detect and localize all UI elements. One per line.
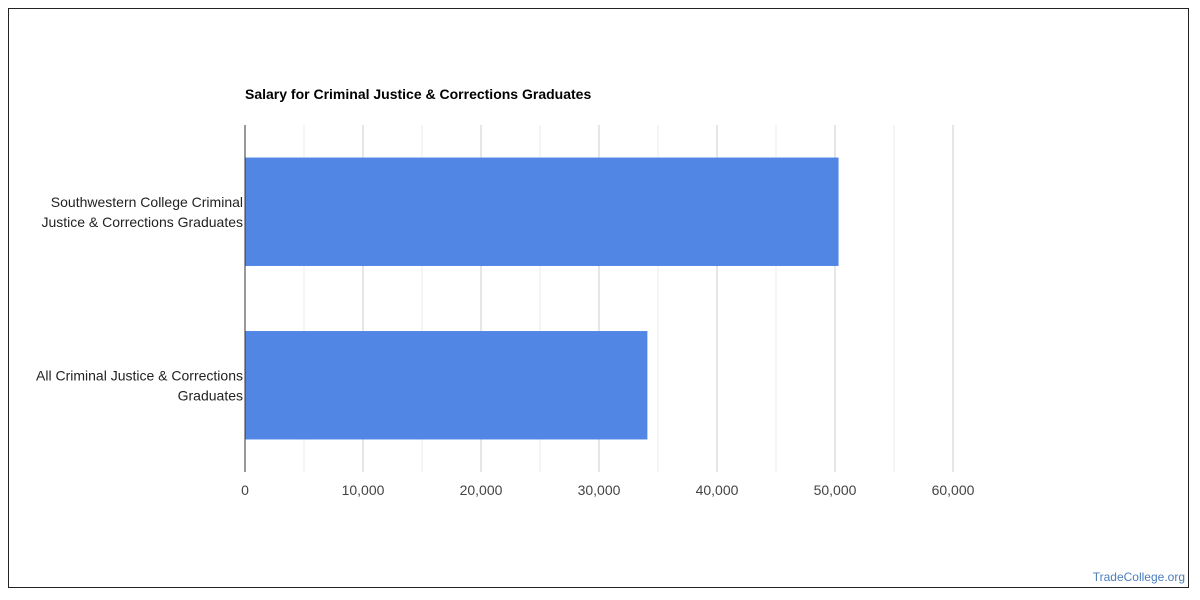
category-label-line: Southwestern College Criminal: [51, 194, 243, 210]
x-tick-label: 40,000: [696, 482, 739, 498]
category-label-0: Southwestern College Criminal Justice & C…: [41, 194, 243, 230]
category-label-line: Justice & Corrections Graduates: [41, 214, 243, 230]
category-labels: Southwestern College Criminal Justice & C…: [36, 194, 243, 404]
x-tick-labels: 0 10,000 20,000 30,000 40,000 50,000 60,000: [241, 482, 975, 498]
bar-1[interactable]: [245, 331, 648, 440]
chart-title: Salary for Criminal Justice & Correction…: [245, 86, 591, 102]
x-tick-label: 50,000: [814, 482, 857, 498]
x-tick-label: 60,000: [932, 482, 975, 498]
category-label-line: Graduates: [178, 387, 243, 403]
bar-0[interactable]: [245, 157, 839, 266]
x-tick-label: 30,000: [578, 482, 621, 498]
x-tick-label: 0: [241, 482, 249, 498]
category-label-line: All Criminal Justice & Corrections: [36, 367, 243, 383]
x-tick-label: 20,000: [460, 482, 503, 498]
bars: [245, 157, 839, 440]
x-tick-label: 10,000: [342, 482, 385, 498]
watermark-link[interactable]: TradeCollege.org: [1092, 570, 1185, 584]
category-label-1: All Criminal Justice & Corrections Gradua…: [36, 367, 243, 403]
